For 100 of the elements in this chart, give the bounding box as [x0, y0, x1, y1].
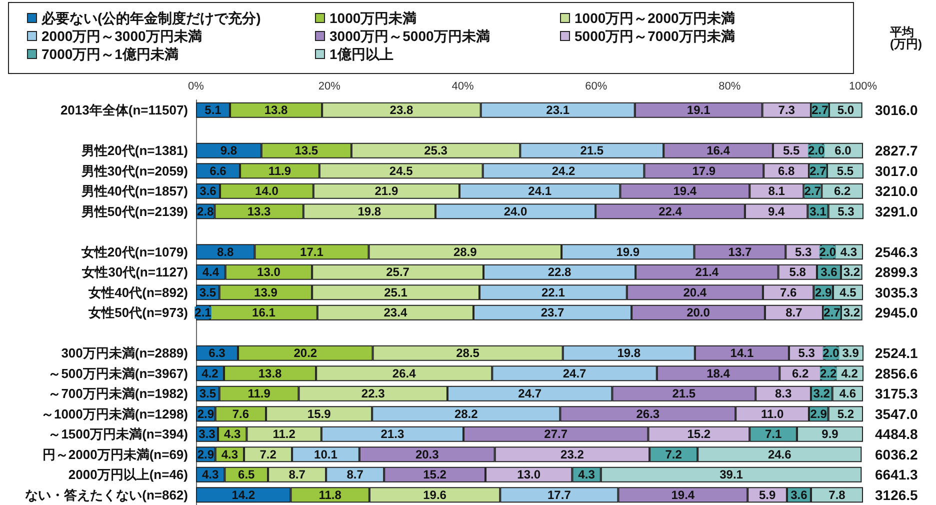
data-label: 2.7	[804, 184, 822, 198]
data-label: 25.7	[386, 265, 410, 280]
text: 2524.1	[875, 345, 918, 362]
y-tick-label: 300万円未満(n=2889)	[61, 346, 188, 361]
data-label: 2.7	[810, 164, 827, 178]
data-label: 24.2	[552, 164, 576, 178]
data-label: 15.2	[423, 468, 447, 482]
data-label: 9.8	[220, 144, 238, 158]
legend-label: 1億円以上	[330, 46, 394, 62]
data-label: 11.0	[760, 406, 784, 421]
y-tick-label: 円～2000万円未満(n=69)	[42, 446, 188, 462]
y-tick-label: ～700万円未満(n=1982)	[48, 386, 188, 402]
data-label: 21.9	[374, 184, 398, 198]
data-label: 24.7	[562, 366, 587, 380]
data-label: 16.1	[252, 306, 276, 320]
data-label: 15.2	[687, 427, 711, 442]
data-label: 22.1	[542, 285, 566, 300]
data-label: 9.4	[768, 204, 785, 218]
data-label: 24.5	[389, 164, 414, 178]
data-label: 24.0	[504, 204, 528, 218]
x-tick-label: 100%	[848, 80, 878, 92]
y-tick-label: 男性40代(n=1857)	[80, 184, 188, 199]
data-label: 6.0	[834, 144, 852, 158]
data-label: 8.8	[217, 244, 234, 259]
text: 3035.3	[875, 284, 918, 300]
data-label: 3.3	[198, 427, 216, 442]
data-label: 22.3	[361, 386, 386, 401]
data-label: 7.3	[778, 103, 796, 118]
y-tick-label: ～500万円未満(n=3967)	[48, 366, 188, 381]
data-label: 28.2	[454, 406, 478, 421]
text: 3547.0	[875, 406, 918, 422]
data-label: 19.4	[671, 488, 695, 502]
data-label: 5.1	[204, 103, 222, 118]
data-label: 6.2	[792, 366, 809, 380]
data-label: 25.3	[424, 144, 448, 158]
legend-label: 5000万円～7000万円未満	[574, 28, 735, 44]
data-label: 28.5	[456, 346, 480, 360]
x-tick-label: 0%	[188, 80, 204, 92]
data-label: 19.1	[686, 103, 711, 118]
data-label: 14.1	[730, 346, 754, 360]
data-label: 39.1	[720, 468, 744, 482]
data-label: 4.3	[202, 468, 220, 482]
data-label: 23.8	[390, 103, 414, 118]
data-label: 3.6	[820, 265, 838, 280]
text: 2827.7	[875, 142, 918, 159]
y-tick-label: ない・答えたくない(n=862)	[25, 487, 188, 502]
data-label: 8.7	[786, 306, 803, 320]
data-label: 13.3	[247, 204, 272, 218]
legend-label: 1000万円～2000万円未満	[574, 10, 735, 26]
data-label: 11.9	[268, 164, 292, 178]
data-label: 5.3	[794, 244, 812, 259]
data-label: 23.7	[540, 306, 565, 320]
data-label: 26.3	[636, 406, 660, 421]
data-label: 13.8	[264, 103, 288, 118]
data-label: 13.9	[254, 285, 278, 300]
y-tick-label: 女性30代(n=1127)	[81, 264, 188, 280]
x-tick-label: 80%	[718, 80, 741, 92]
legend-label: 3000万円～5000万円未満	[330, 28, 490, 44]
data-label: 16.4	[706, 144, 730, 158]
data-label: 2.9	[810, 406, 828, 421]
data-label: 28.9	[453, 244, 478, 259]
data-label: 8.7	[288, 468, 306, 482]
data-label: 13.7	[728, 244, 752, 259]
text: 3126.5	[875, 486, 918, 503]
data-label: 23.4	[384, 306, 408, 320]
data-label: 26.4	[392, 366, 416, 380]
data-label: 11.2	[272, 427, 296, 442]
data-label: 2.7	[824, 306, 841, 320]
y-tick-label: 2013年全体(n=11507)	[60, 102, 188, 118]
data-label: 20.3	[415, 447, 440, 462]
data-label: 13.5	[294, 144, 318, 158]
y-tick-label: 2000万円以上(n=46)	[68, 467, 188, 482]
data-label: 14.0	[255, 184, 279, 198]
data-label: 21.5	[580, 144, 604, 158]
data-label: 5.3	[838, 204, 855, 218]
text: 3210.0	[875, 183, 918, 200]
data-label: 9.9	[822, 427, 839, 442]
data-label: 11.8	[318, 488, 342, 502]
y-tick-label: 女性40代(n=892)	[88, 284, 188, 300]
data-label: 2.0	[822, 346, 840, 360]
data-label: 5.5	[836, 164, 854, 178]
text: 2945.0	[875, 304, 918, 321]
data-label: 2.9	[197, 447, 214, 462]
data-label: 3.2	[843, 306, 860, 320]
text: 6641.3	[875, 466, 918, 483]
data-label: 2.0	[819, 244, 836, 259]
data-label: 3.6	[790, 488, 808, 502]
data-label: 4.6	[839, 386, 856, 401]
data-label: 3.1	[810, 204, 827, 218]
data-label: 10.1	[314, 447, 338, 462]
data-label: 7.6	[780, 285, 797, 300]
text: 6036.2	[875, 446, 918, 462]
data-label: 8.1	[768, 184, 786, 198]
y-tick-label: 男性30代(n=2059)	[80, 163, 188, 178]
data-label: 13.0	[517, 468, 541, 482]
data-label: 2.2	[820, 366, 837, 380]
data-label: 6.6	[210, 164, 227, 178]
data-label: 21.5	[672, 386, 696, 401]
data-label: 25.1	[384, 285, 408, 300]
data-label: 6.5	[238, 468, 256, 482]
